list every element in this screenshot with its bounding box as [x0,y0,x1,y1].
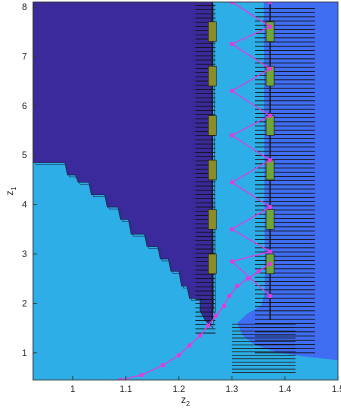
y-tick-label: 2 [22,298,27,308]
x-tick-label: 1.4 [279,384,292,394]
series-point [267,261,273,267]
x-tick-label: 1.1 [120,384,133,394]
y-axis-label: z1 [5,186,18,195]
series-point [229,88,235,94]
series-point [229,41,235,47]
series-point [227,293,232,299]
series-point [176,353,182,358]
region-blue [237,2,338,361]
series-point [267,24,273,29]
series-point [267,204,273,210]
series-point [221,303,227,309]
series-point [235,283,240,289]
series-point [256,269,261,274]
series-point [267,249,273,254]
y-tick-label: 8 [22,2,27,12]
stripe-segment [207,21,217,42]
region-dark [33,2,214,327]
series-point [160,362,166,368]
x-tick-label: 1.2 [173,384,186,394]
series-point [205,323,211,328]
series-point [267,293,273,299]
series-point [213,313,219,318]
x-axis-label: z2 [181,395,190,408]
series-point [267,113,273,118]
y-tick-label: 3 [22,249,27,259]
stripe-segment [265,209,275,230]
series-point [229,180,235,185]
stripe-segment [265,159,275,181]
series-point [229,133,235,138]
series-point [267,157,273,163]
x-tick-label: 1 [70,384,75,394]
y-tick-label: 4 [22,200,27,210]
y-tick-label: 1 [22,348,27,358]
stripe-segment [207,115,217,136]
stripe-segment [207,65,217,87]
series-point [118,377,123,380]
stripe-segment [265,21,275,42]
boundary-mesh [35,3,216,329]
series-point [229,259,235,264]
series-point [229,227,235,232]
axes-frame [32,1,339,381]
y-tick-label: 6 [22,101,27,111]
y-tick-label: 5 [22,150,27,160]
x-tick-label: 1.3 [226,384,239,394]
stripe-segment [207,209,217,230]
stripe-segment [265,65,275,87]
stripe-segment [207,253,217,275]
series-point [197,333,203,338]
stripe-segment [207,159,217,181]
series-point [267,66,273,71]
y-tick-label: 7 [22,51,27,61]
plot-area [33,2,338,380]
series-point [187,343,192,348]
series-point [139,372,144,378]
series-point [267,2,273,5]
x-tick-label: 1.5 [332,384,341,394]
series-point [229,2,235,5]
stripe-segment [265,115,275,136]
series-point [245,276,251,281]
